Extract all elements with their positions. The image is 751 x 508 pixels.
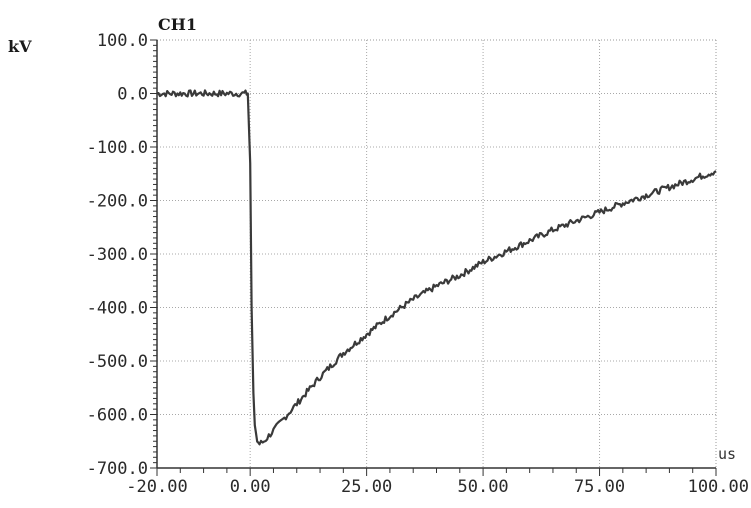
y-tick-label: -600.0 <box>87 406 148 426</box>
y-tick-label: -100.0 <box>87 138 148 158</box>
x-axis-unit: us <box>718 445 736 463</box>
x-tick-label: -20.00 <box>126 477 187 497</box>
y-tick-label: 0.0 <box>117 85 148 105</box>
x-tick-label: 75.00 <box>574 477 625 497</box>
axes <box>150 39 717 476</box>
y-tick-label: -200.0 <box>87 192 148 212</box>
y-tick-labels: 100.0 0.0 -100.0 -200.0 -300.0 -400.0 -500.0 -6… <box>87 31 148 479</box>
y-tick-label: -700.0 <box>87 459 148 479</box>
x-tick-label: 0.00 <box>230 477 271 497</box>
y-tick-label: -500.0 <box>87 352 148 372</box>
x-tick-label: 50.00 <box>457 477 508 497</box>
y-tick-label: -300.0 <box>87 245 148 265</box>
grid <box>157 39 717 468</box>
series-group <box>156 89 717 446</box>
chart-title: CH1 <box>158 15 197 34</box>
y-tick-label: 100.0 <box>97 31 148 51</box>
x-tick-label: 25.00 <box>341 477 392 497</box>
x-tick-label: 100.00 <box>688 477 749 497</box>
y-axis-unit: kV <box>8 37 32 56</box>
series-line <box>156 89 717 446</box>
y-tick-label: -400.0 <box>87 299 148 319</box>
x-tick-labels: -20.00 0.00 25.00 50.00 75.00 100.00 <box>126 477 749 497</box>
